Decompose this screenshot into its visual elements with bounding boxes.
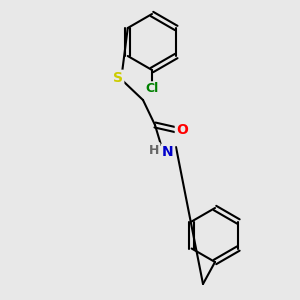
Text: N: N: [162, 145, 174, 159]
Text: Cl: Cl: [146, 82, 159, 95]
Text: S: S: [113, 71, 123, 85]
Text: H: H: [149, 143, 159, 157]
Text: O: O: [176, 123, 188, 137]
